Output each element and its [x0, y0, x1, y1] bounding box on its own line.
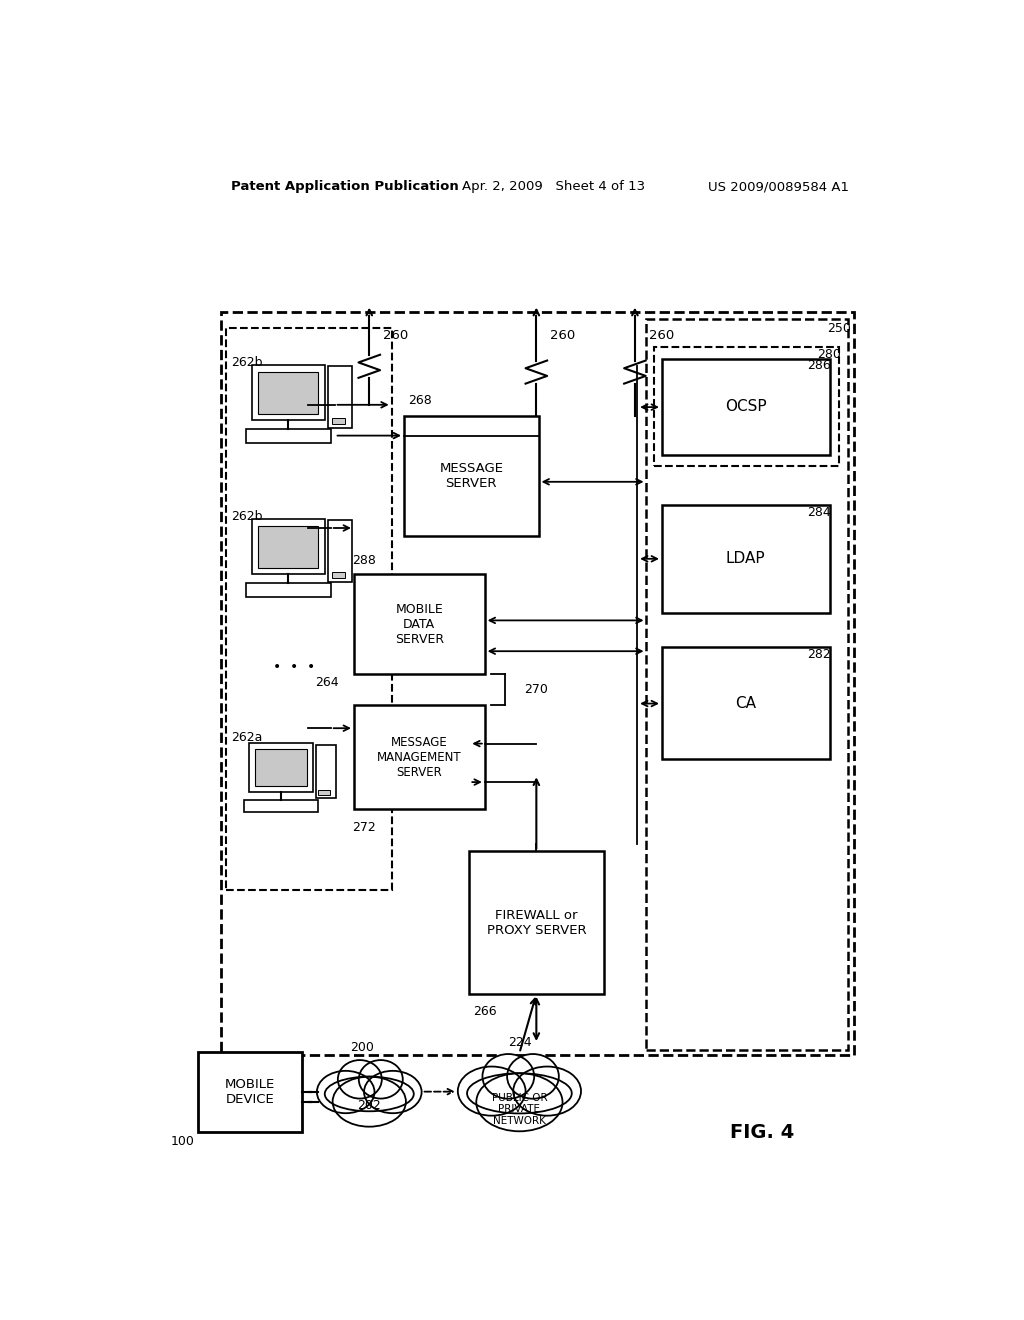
Text: 288: 288: [352, 553, 376, 566]
Ellipse shape: [482, 1055, 535, 1098]
Text: 250: 250: [826, 322, 851, 335]
Ellipse shape: [325, 1077, 414, 1111]
Text: Patent Application Publication: Patent Application Publication: [230, 181, 459, 194]
Text: 280: 280: [816, 348, 841, 360]
Bar: [332, 572, 345, 578]
Bar: [315, 744, 336, 799]
Text: 282: 282: [808, 648, 831, 661]
Text: 260: 260: [550, 329, 575, 342]
Ellipse shape: [467, 1073, 571, 1114]
Bar: [221, 313, 854, 1056]
Text: 264: 264: [315, 676, 339, 689]
Text: 202: 202: [357, 1100, 381, 1111]
Text: 268: 268: [408, 395, 431, 407]
Text: 272: 272: [352, 821, 376, 834]
Text: 270: 270: [524, 684, 548, 696]
Bar: [199, 1052, 302, 1133]
Text: 266: 266: [473, 1006, 497, 1019]
Bar: [354, 705, 484, 809]
Ellipse shape: [333, 1077, 406, 1127]
Ellipse shape: [513, 1067, 581, 1115]
Text: 262a: 262a: [230, 731, 262, 744]
Text: 262b: 262b: [230, 356, 262, 370]
Text: Apr. 2, 2009   Sheet 4 of 13: Apr. 2, 2009 Sheet 4 of 13: [462, 181, 645, 194]
Text: 224: 224: [508, 1036, 531, 1049]
Bar: [469, 851, 604, 994]
Text: CA: CA: [735, 696, 757, 710]
Bar: [354, 574, 484, 675]
Bar: [646, 318, 848, 1051]
Text: •  •  •: • • •: [273, 660, 315, 673]
Ellipse shape: [316, 1071, 375, 1113]
Text: MESSAGE
MANAGEMENT
SERVER: MESSAGE MANAGEMENT SERVER: [377, 735, 462, 779]
Text: 100: 100: [171, 1135, 195, 1148]
Bar: [403, 416, 539, 536]
Bar: [318, 789, 330, 795]
Bar: [255, 750, 307, 787]
Text: 286: 286: [808, 359, 831, 372]
Text: 284: 284: [808, 506, 831, 519]
Bar: [662, 359, 829, 455]
Text: 260: 260: [649, 329, 674, 342]
Bar: [244, 800, 317, 812]
Text: 200: 200: [350, 1041, 374, 1055]
Bar: [662, 506, 829, 612]
Ellipse shape: [364, 1071, 422, 1113]
Ellipse shape: [507, 1055, 559, 1098]
Bar: [226, 327, 391, 890]
Bar: [654, 347, 839, 466]
Bar: [332, 418, 345, 424]
Bar: [329, 367, 351, 428]
Text: 262b: 262b: [230, 510, 262, 523]
Ellipse shape: [458, 1067, 525, 1115]
Ellipse shape: [338, 1060, 382, 1098]
Ellipse shape: [358, 1060, 402, 1098]
Text: MOBILE
DEVICE: MOBILE DEVICE: [225, 1078, 275, 1106]
Text: US 2009/0089584 A1: US 2009/0089584 A1: [708, 181, 849, 194]
Bar: [246, 429, 331, 444]
Bar: [258, 525, 318, 568]
Text: LDAP: LDAP: [726, 552, 766, 566]
Text: MESSAGE
SERVER: MESSAGE SERVER: [439, 462, 503, 490]
Text: FIG. 4: FIG. 4: [730, 1123, 794, 1142]
Bar: [249, 743, 313, 792]
Bar: [252, 519, 326, 574]
Bar: [329, 520, 351, 582]
Bar: [252, 364, 326, 420]
Text: 260: 260: [383, 329, 409, 342]
Bar: [662, 647, 829, 759]
Text: OCSP: OCSP: [725, 399, 767, 414]
Text: PUBLIC OR
PRIVATE
NETWORK: PUBLIC OR PRIVATE NETWORK: [492, 1093, 547, 1126]
Bar: [258, 372, 318, 414]
Bar: [246, 583, 331, 598]
Ellipse shape: [476, 1073, 562, 1131]
Text: FIREWALL or
PROXY SERVER: FIREWALL or PROXY SERVER: [487, 908, 587, 937]
Text: MOBILE
DATA
SERVER: MOBILE DATA SERVER: [394, 603, 443, 645]
